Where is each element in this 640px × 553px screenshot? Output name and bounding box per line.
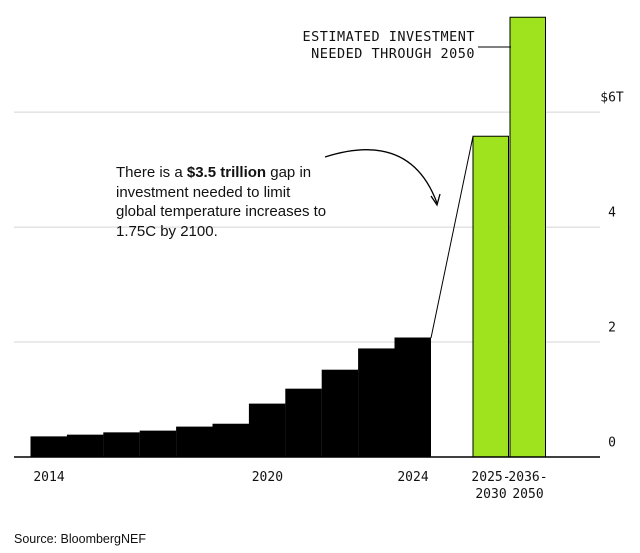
y-tick-label: $6T <box>600 91 624 106</box>
bar <box>472 135 509 458</box>
bar <box>285 388 322 458</box>
gap-amount: $3.5 trillion <box>186 164 267 181</box>
estimate-label: ESTIMATED INVESTMENT NEEDED THROUGH 2050 <box>302 29 475 62</box>
y-tick-label: 2 <box>608 321 616 336</box>
y-tick-label: 0 <box>608 436 616 451</box>
bar <box>509 16 546 458</box>
source: Source: BloombergNEF <box>14 532 147 546</box>
arrow <box>324 149 438 204</box>
connector <box>430 136 474 339</box>
gap-text: There is a <box>116 164 187 181</box>
bar <box>66 434 104 458</box>
x-tick-label: 2025-2030 <box>471 470 511 502</box>
x-tick-label: 2014 <box>33 470 65 485</box>
bar <box>212 423 249 458</box>
x-tick-label: 2024 <box>397 470 429 485</box>
bar <box>139 430 177 458</box>
x-tick-label: 2036-2050 <box>508 470 548 502</box>
bar <box>103 432 140 458</box>
gap-annotation: There is a $3.5 trillion gap in investme… <box>116 163 328 241</box>
gap-text: gap in investment needed to limit global… <box>116 164 327 240</box>
bar <box>394 337 431 458</box>
x-tick-label: 2020 <box>251 470 284 485</box>
y-tick-label: 4 <box>608 206 616 221</box>
bar <box>358 348 395 458</box>
bar <box>248 403 286 458</box>
bar <box>321 369 359 458</box>
bar <box>176 426 213 458</box>
bar <box>30 436 67 458</box>
arrow-head <box>430 193 441 207</box>
